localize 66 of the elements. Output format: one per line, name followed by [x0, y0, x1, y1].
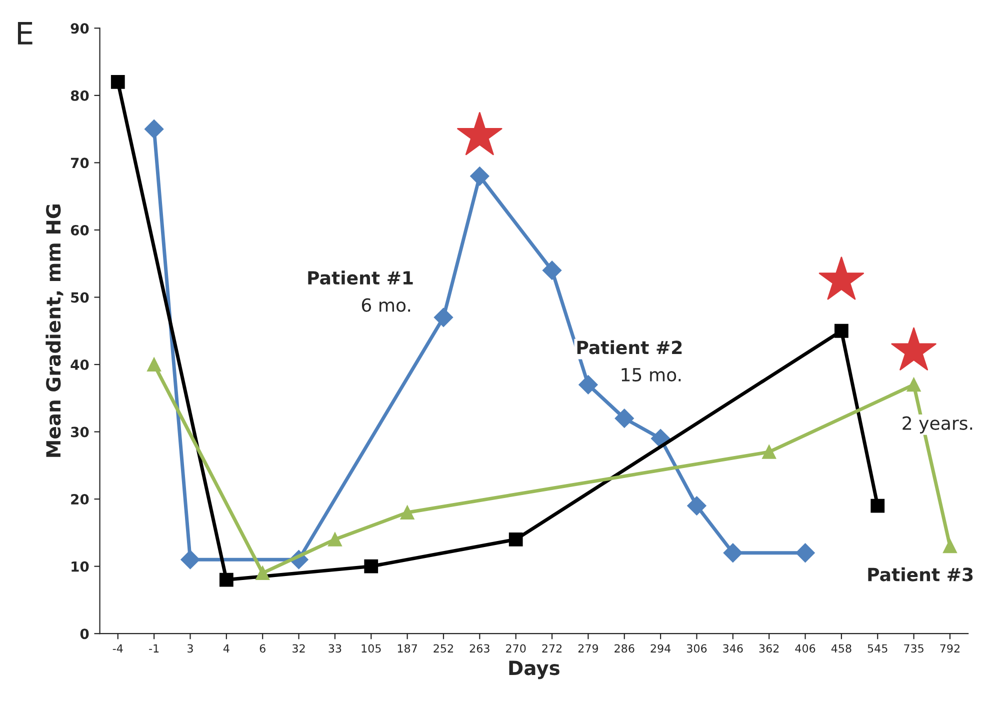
- x-tick-label: 6: [260, 644, 266, 653]
- x-tick-label: 286: [614, 644, 634, 653]
- annotation: Patient #1: [308, 270, 413, 285]
- x-tick-label: 792: [940, 644, 960, 653]
- point: [723, 543, 742, 562]
- point: [943, 539, 957, 554]
- x-tick-label: -1: [149, 644, 159, 652]
- point: [508, 532, 523, 546]
- point: [687, 496, 706, 516]
- point: [834, 324, 848, 338]
- point: [110, 75, 125, 89]
- point: [906, 378, 921, 392]
- point: [542, 260, 562, 280]
- point: [219, 572, 234, 587]
- chart-title: E: [18, 22, 32, 44]
- y-tick-label: 0: [80, 628, 89, 640]
- point: [400, 506, 414, 520]
- y-axis-title: Mean Gradient, mm HG: [46, 204, 64, 457]
- point: [470, 166, 490, 186]
- point: [256, 566, 270, 580]
- x-tick-label: 252: [434, 644, 453, 653]
- point: [870, 498, 885, 513]
- x-tick-label: 306: [686, 644, 707, 653]
- y-tick-label: 40: [70, 359, 89, 370]
- y-tick-label: 10: [72, 561, 89, 572]
- annotation: 15 mo.: [622, 368, 681, 382]
- x-tick-label: 294: [650, 644, 671, 653]
- point: [796, 543, 815, 562]
- point: [144, 120, 164, 139]
- y-tick-label: 90: [70, 23, 89, 34]
- point: [614, 408, 634, 428]
- point: [364, 559, 378, 574]
- y-tick-label: 80: [70, 90, 89, 101]
- x-tick-label: 362: [759, 644, 779, 653]
- point: [328, 532, 342, 546]
- point: [180, 550, 200, 570]
- x-tick-label: 735: [904, 644, 924, 653]
- y-tick-label: 70: [70, 158, 89, 168]
- x-tick-label: 32: [292, 644, 305, 653]
- x-tick-label: 4: [223, 644, 230, 652]
- annotation: Patient #3: [868, 567, 973, 582]
- y-tick-label: 50: [71, 292, 89, 303]
- y-tick-label: 30: [70, 426, 89, 438]
- x-tick-label: 263: [470, 644, 490, 653]
- x-tick-label: 270: [506, 644, 526, 653]
- y-tick-label: 60: [70, 224, 89, 236]
- x-tick-label: 458: [831, 644, 852, 653]
- x-tick-label: 272: [542, 644, 562, 652]
- annotation: 2 years.: [902, 416, 972, 434]
- annotation: Patient #2: [577, 340, 682, 354]
- y-tick-label: 20: [71, 494, 89, 505]
- x-axis-title: Days: [509, 660, 560, 680]
- x-tick-label: 3: [188, 644, 193, 653]
- x-tick-label: 406: [795, 644, 816, 653]
- x-tick-label: 33: [328, 644, 342, 653]
- point: [578, 375, 598, 394]
- x-tick-label: 105: [362, 644, 381, 653]
- x-tick-label: 545: [868, 644, 888, 653]
- point: [147, 358, 162, 372]
- point: [762, 445, 776, 459]
- x-tick-label: 346: [723, 644, 743, 653]
- x-tick-label: 187: [398, 644, 417, 653]
- annotation: 6 mo.: [362, 298, 410, 312]
- x-tick-label: -4: [112, 644, 123, 652]
- point: [434, 308, 454, 327]
- x-tick-label: 279: [578, 644, 598, 653]
